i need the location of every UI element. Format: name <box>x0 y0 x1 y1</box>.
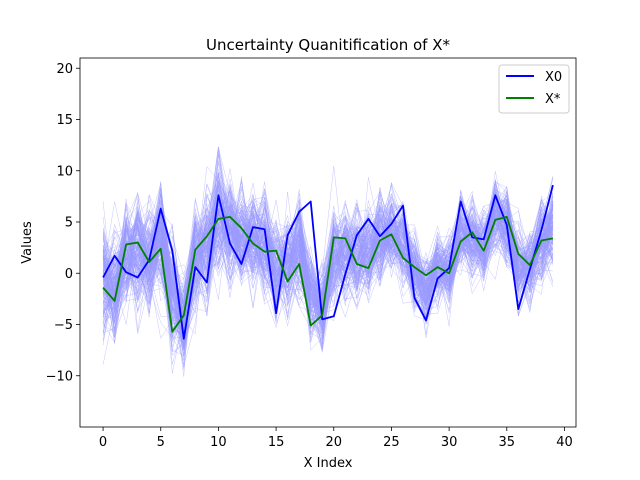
series-lines <box>102 184 554 340</box>
x-tick-label: 35 <box>499 435 516 450</box>
ensemble-sample-line <box>102 213 554 349</box>
series-line-x0 <box>102 184 554 340</box>
y-tick-label: 0 <box>65 267 73 282</box>
legend: X0 X* <box>498 64 570 114</box>
ensemble-sample-line <box>102 153 554 310</box>
y-axis-label: Values <box>20 221 35 264</box>
legend-label-x0: X0 <box>545 70 562 85</box>
y-tick-label: 10 <box>56 164 73 179</box>
x-tick-label: 10 <box>210 435 227 450</box>
x-axis-ticks: 0 5 10 15 20 25 30 35 40 <box>99 427 573 450</box>
x-tick-label: 15 <box>268 435 285 450</box>
y-axis-ticks: −10 −5 0 5 10 15 20 <box>46 62 80 384</box>
x-axis-label: X Index <box>304 456 353 471</box>
y-tick-label: −5 <box>54 318 73 333</box>
plot-frame <box>79 57 577 428</box>
x-tick-label: 5 <box>157 435 165 450</box>
series-line-xstar <box>102 215 554 333</box>
legend-label-xstar: X* <box>545 92 561 107</box>
x-tick-label: 20 <box>325 435 342 450</box>
x-tick-label: 0 <box>99 435 107 450</box>
y-tick-label: 15 <box>56 113 73 128</box>
ensemble-sample-line <box>102 198 554 332</box>
y-tick-label: 20 <box>56 62 73 77</box>
chart-title: Uncertainty Quanitification of X* <box>206 36 451 54</box>
x-tick-label: 25 <box>383 435 400 450</box>
y-tick-label: 5 <box>65 216 73 231</box>
y-tick-label: −10 <box>46 369 73 384</box>
x-tick-label: 40 <box>556 435 573 450</box>
ensemble-sample-line <box>102 183 554 351</box>
x-tick-label: 30 <box>441 435 458 450</box>
